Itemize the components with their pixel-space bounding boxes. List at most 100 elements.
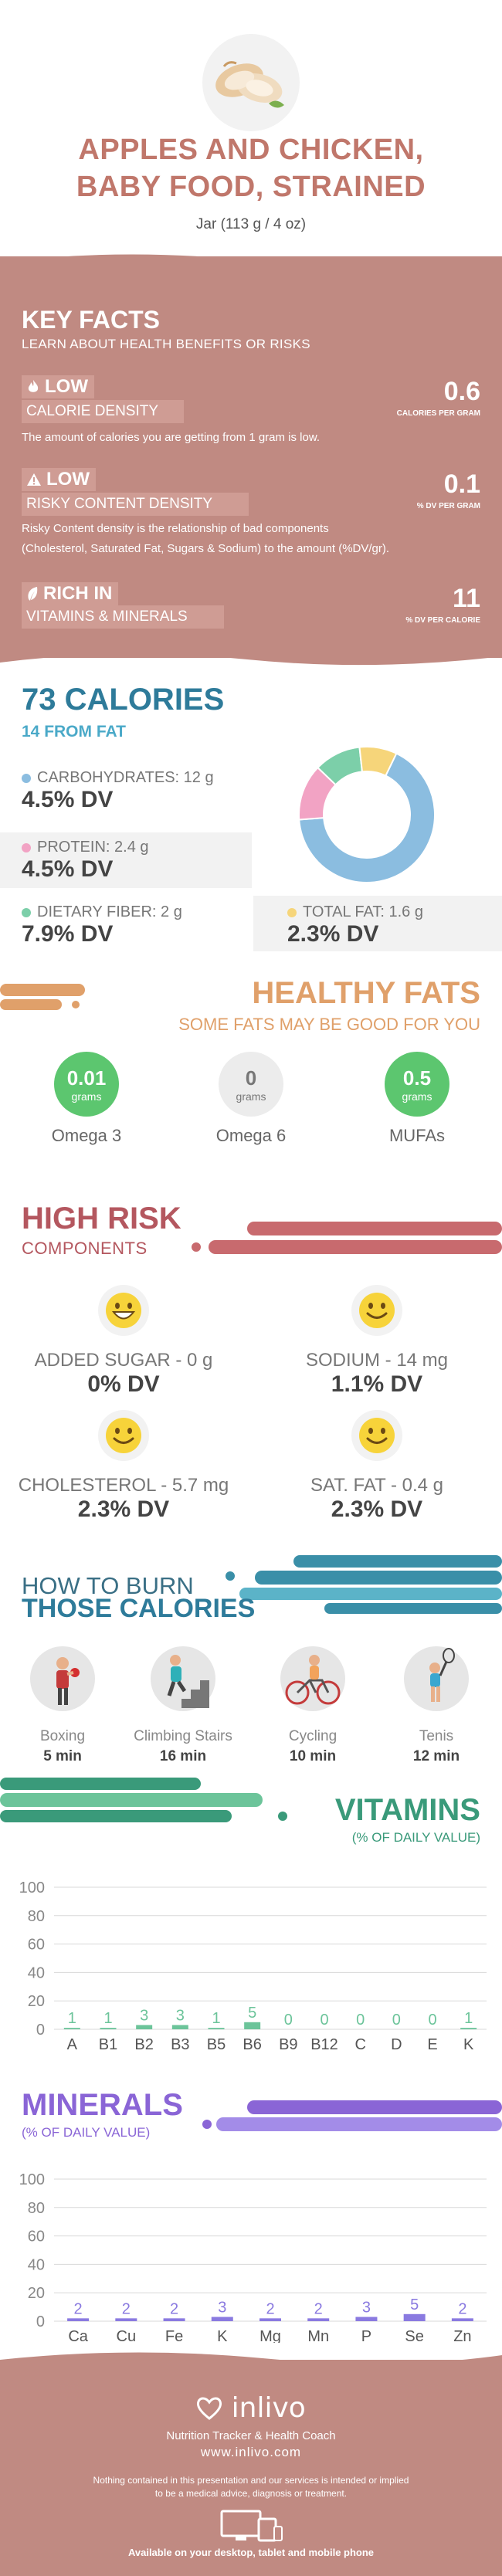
mineral-ytick-label: 20 <box>28 2285 45 2302</box>
vitamin-value-label: 5 <box>248 2005 256 2022</box>
cholesterol-item: CHOLESTEROL - 5.7 mg 2.3% DV <box>8 1410 239 1523</box>
mineral-category-label: Fe <box>165 2328 183 2343</box>
donut-slice-fat <box>358 746 398 777</box>
footer-url[interactable]: www.inlivo.com <box>200 2445 302 2459</box>
vitamin-value-label: 1 <box>464 2010 473 2027</box>
vitamin-bar-B2 <box>136 2025 153 2029</box>
high-risk-subtitle: COMPONENTS <box>22 1239 148 1258</box>
smile-face-icon <box>351 1410 402 1461</box>
vitamin-category-label: B6 <box>243 2036 261 2051</box>
mineral-bar-Mn <box>307 2318 330 2321</box>
fiber-box: DIETARY FIBER: 2 g 7.9% DV <box>22 903 182 947</box>
mineral-value-label: 3 <box>362 2299 371 2316</box>
vitamin-ytick-label: 80 <box>28 1908 45 1925</box>
mufas-item: 0.5 grams MUFAs <box>355 1052 479 1146</box>
leaf-icon <box>28 587 38 601</box>
burn-decoration <box>226 1555 502 1614</box>
page-title: APPLES AND CHICKEN, BABY FOOD, STRAINED <box>76 134 426 203</box>
boxing-icon <box>30 1646 95 1711</box>
vitamin-bar-A <box>63 2028 80 2029</box>
mineral-value-label: 5 <box>410 2296 419 2313</box>
high-risk-title: HIGH RISK <box>22 1202 181 1235</box>
vitamin-value-label: 0 <box>320 2012 328 2029</box>
minerals-decoration <box>202 2100 502 2131</box>
vitamin-category-label: B12 <box>310 2036 338 2051</box>
vitamin-ytick-label: 40 <box>28 1964 45 1981</box>
activity-boxing: Boxing 5 min <box>5 1646 120 1765</box>
added-sugar-item: ADDED SUGAR - 0 g 0% DV <box>8 1285 239 1398</box>
mineral-value-label: 3 <box>218 2299 226 2316</box>
mineral-bar-Se <box>403 2313 426 2321</box>
mineral-category-label: Se <box>405 2328 423 2343</box>
footer <box>0 2360 502 2576</box>
vitamin-value-label: 1 <box>212 2010 220 2027</box>
vitamin-category-label: B9 <box>279 2036 297 2051</box>
footer-tagline: Nutrition Tracker & Health Coach <box>166 2429 336 2442</box>
carbs-dot <box>22 773 31 783</box>
vitamin-ytick-label: 20 <box>28 1993 45 2010</box>
vitamin-value-label: 3 <box>176 2007 185 2024</box>
vitamin-bar-B5 <box>208 2028 225 2029</box>
key-facts-bottom-wave <box>0 646 502 666</box>
mineral-category-label: Mg <box>259 2328 281 2343</box>
vitamin-category-label: C <box>354 2036 365 2051</box>
calorie-density-tag: LOW <box>22 375 94 398</box>
calorie-density-label: CALORIE DENSITY <box>22 400 184 423</box>
protein-box: PROTEIN: 2.4 g 4.5% DV <box>0 832 252 888</box>
risky-density-value: 0.1 <box>443 469 480 499</box>
warning-icon <box>27 473 41 486</box>
vitamin-value-label: 3 <box>140 2007 148 2024</box>
cycling-icon <box>280 1646 345 1711</box>
stairs-icon <box>151 1646 215 1711</box>
activity-tennis: Tenis 12 min <box>378 1646 494 1765</box>
tennis-icon <box>404 1646 469 1711</box>
brand-logo[interactable]: inlivo <box>0 2392 502 2424</box>
mineral-category-label: Cu <box>117 2328 137 2343</box>
calories-from-fat: 14 FROM FAT <box>22 723 126 741</box>
activity-cycling: Cycling 10 min <box>255 1646 371 1765</box>
sodium-item: SODIUM - 14 mg 1.1% DV <box>261 1285 493 1398</box>
mineral-ytick-label: 80 <box>28 2200 45 2217</box>
vitamin-bar-B6 <box>244 2022 261 2029</box>
mineral-ytick-label: 40 <box>28 2256 45 2273</box>
healthy-fats-title: HEALTHY FATS <box>252 976 480 1010</box>
vitamin-bar-B3 <box>171 2025 188 2029</box>
footer-disclaimer: Nothing contained in this presentation a… <box>93 2475 409 2499</box>
vitamin-category-label: K <box>463 2036 474 2051</box>
omega3-item: 0.01 grams Omega 3 <box>25 1052 148 1146</box>
vitamin-bar-K <box>460 2028 477 2029</box>
vitamin-category-label: B2 <box>134 2036 153 2051</box>
vitamin-value-label: 1 <box>103 2010 112 2027</box>
vitamin-category-label: D <box>391 2036 402 2051</box>
calories-title: 73 CALORIES <box>22 683 225 717</box>
mineral-bar-Fe <box>163 2318 185 2321</box>
vitamin-category-label: A <box>67 2036 78 2051</box>
rich-in-unit: % DV PER CALORIE <box>405 616 480 625</box>
donut-slice-carbs <box>298 752 436 883</box>
vitamin-category-label: B1 <box>99 2036 117 2051</box>
activity-stairs: Climbing Stairs 16 min <box>125 1646 241 1765</box>
key-facts-title: KEY FACTS <box>22 306 160 334</box>
vitamin-value-label: 0 <box>284 2012 293 2029</box>
mineral-bar-Ca <box>67 2318 90 2321</box>
calorie-density-description: The amount of calories you are getting f… <box>22 431 321 444</box>
mineral-ytick-label: 100 <box>19 2173 45 2188</box>
carbohydrates-box: CARBOHYDRATES: 12 g 4.5% DV <box>22 769 214 812</box>
calorie-density-unit: CALORIES PER GRAM <box>396 409 480 418</box>
vitamin-value-label: 0 <box>392 2012 401 2029</box>
fire-icon <box>28 380 39 392</box>
healthy-fats-subtitle: SOME FATS MAY BE GOOD FOR YOU <box>178 1015 480 1034</box>
vitamin-ytick-label: 60 <box>28 1937 45 1954</box>
vitamin-value-label: 1 <box>68 2010 76 2027</box>
high-risk-decoration <box>192 1222 502 1254</box>
minerals-subtitle: (% OF DAILY VALUE) <box>22 2125 151 2140</box>
mineral-category-label: Ca <box>68 2328 88 2343</box>
mineral-category-label: Zn <box>453 2328 471 2343</box>
risky-density-description: Risky Content density is the relationshi… <box>22 522 390 555</box>
vitamin-ytick-label: 100 <box>19 1881 45 1896</box>
vitamins-title: VITAMINS <box>334 1793 480 1827</box>
devices-icon <box>220 2510 283 2542</box>
mineral-value-label: 2 <box>314 2300 323 2317</box>
vitamin-bar-B1 <box>100 2028 117 2029</box>
protein-dot <box>22 842 31 852</box>
